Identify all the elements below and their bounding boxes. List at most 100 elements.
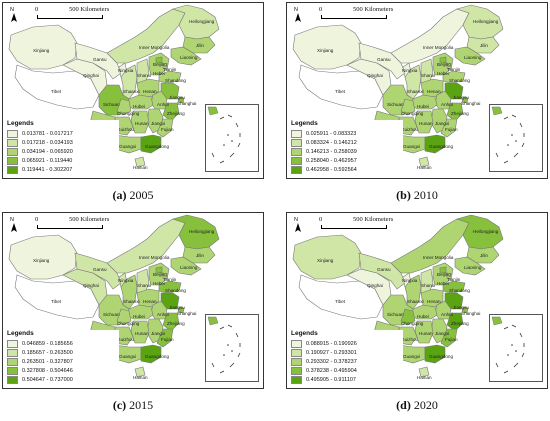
province-label: Chongqing (117, 321, 140, 326)
scale-bar: 0 500 Kilometers (307, 6, 427, 24)
province-label: Shanxi (421, 73, 436, 78)
province-label: Tibet (335, 89, 346, 94)
legend-swatch (7, 165, 18, 174)
province-label: Tianjin (163, 277, 177, 282)
scale-bar: 0 500 Kilometers (23, 6, 143, 24)
province-label: Hunan (135, 331, 149, 336)
province-label: Liaoning (464, 55, 482, 60)
province-hunan (130, 320, 150, 344)
legend-swatch (291, 156, 302, 165)
legend-range: 0.263501 - 0.327807 (22, 358, 73, 365)
province-label: Guangxi (403, 144, 421, 149)
province-label: Jiangxi (435, 331, 450, 336)
legend: Legends 0.025911 - 0.083323 0.083324 - 0.1… (291, 120, 403, 174)
province-liaoning (170, 256, 202, 276)
province-label: Inner Mongolia (139, 45, 170, 50)
province-fujian (440, 328, 458, 348)
province-label: Qinghai (367, 73, 383, 78)
province-label: Sichuan (103, 312, 120, 317)
panel-caption: (d) 2020 (286, 398, 548, 413)
legend-item: 0.088915 - 0.190926 (291, 339, 403, 348)
legend-item: 0.190927 - 0.293301 (291, 348, 403, 357)
legend-swatch (291, 348, 302, 357)
province-label: Xinjiang (317, 258, 334, 263)
china-map (292, 4, 504, 168)
province-label: Fujian (445, 337, 458, 342)
province-label: Beijing (437, 62, 451, 67)
province-label: Sichuan (103, 102, 120, 107)
legend-swatch (291, 165, 302, 174)
legend-range: 0.462958 - 0.592564 (306, 166, 357, 173)
province-label: Shanxi (137, 73, 152, 78)
map-panel-2020: Heilongjiang Jilin Liaoning Inner Mongolia X… (286, 212, 548, 389)
province-label: Jiangsu (453, 305, 469, 310)
legend-item: 0.293302 - 0.378237 (291, 357, 403, 366)
province-label: Guangxi (119, 354, 137, 359)
province-hainan (418, 366, 430, 378)
province-label: Anhui (157, 312, 169, 317)
legend-item: 0.083324 - 0.146212 (291, 138, 403, 147)
legend-swatch (291, 129, 302, 138)
scale-distance: 500 Kilometers (69, 216, 110, 223)
scale-distance: 500 Kilometers (353, 6, 394, 13)
province-label: Hainan (417, 375, 432, 380)
province-label: Sichuan (387, 102, 404, 107)
province-label: Shaanxi (123, 299, 140, 304)
province-label: Shanghai (177, 311, 197, 316)
province-label: Shanghai (461, 101, 481, 106)
province-tibet (14, 64, 100, 110)
province-tianjin (446, 272, 453, 280)
legend-swatch (7, 357, 18, 366)
legend-range: 0.025911 - 0.083323 (306, 130, 357, 137)
province-label: Gansu (93, 267, 107, 272)
caption-letter: (a) (112, 188, 127, 202)
legend-swatch (291, 366, 302, 375)
province-label: Xinjiang (317, 48, 334, 53)
legend-range: 0.185657 - 0.263500 (22, 349, 73, 356)
province-label: Heilongjiang (189, 19, 215, 24)
province-zhejiang (446, 312, 464, 332)
province-label: Shaanxi (407, 89, 424, 94)
province-label: Zhejiang (451, 111, 469, 116)
province-label: Jilin (196, 43, 204, 48)
province-zhejiang (162, 312, 180, 332)
province-label: Guizhou (401, 127, 419, 132)
province-label: Henan (143, 89, 157, 94)
province-fujian (156, 118, 174, 138)
scale-zero: 0 (35, 216, 39, 223)
legend-range: 0.083324 - 0.146212 (306, 139, 357, 146)
legend-item: 0.327808 - 0.504646 (7, 366, 119, 375)
province-guangdong (140, 134, 162, 154)
province-label: Ningxia (118, 278, 134, 283)
province-label: Shanghai (177, 101, 197, 106)
scale-bar-line (321, 15, 387, 19)
legend-item: 0.013781 - 0.017217 (7, 129, 119, 138)
province-fujian (156, 328, 174, 348)
panel-caption: (c) 2015 (2, 398, 264, 413)
north-label: N (294, 217, 298, 223)
province-label: Tibet (51, 299, 62, 304)
province-label: Sichuan (387, 312, 404, 317)
legend: Legends 0.046859 - 0.185656 0.185657 - 0.2… (7, 330, 119, 384)
province-label: Heilongjiang (473, 19, 499, 24)
province-label: Tianjin (447, 67, 461, 72)
province-label: Shandong (165, 78, 186, 83)
province-label: Zhejiang (451, 321, 469, 326)
province-label: Shandong (165, 288, 186, 293)
province-chongqing (116, 98, 132, 116)
province-zhejiang (162, 102, 180, 122)
scale-zero: 0 (35, 6, 39, 13)
legend-item: 0.504647 - 0.737000 (7, 375, 119, 384)
north-arrow-icon: N (291, 7, 305, 25)
province-hebei (432, 52, 454, 76)
province-chongqing (116, 308, 132, 326)
legend-swatch (291, 357, 302, 366)
north-arrow-icon: N (7, 7, 21, 25)
province-label: Guangxi (403, 354, 421, 359)
province-shaanxi (404, 274, 422, 310)
province-label: Hunan (419, 331, 433, 336)
scale-distance: 500 Kilometers (353, 216, 394, 223)
province-label: Hebei (437, 281, 450, 286)
legend-swatch (7, 156, 18, 165)
province-shanghai (461, 96, 469, 104)
